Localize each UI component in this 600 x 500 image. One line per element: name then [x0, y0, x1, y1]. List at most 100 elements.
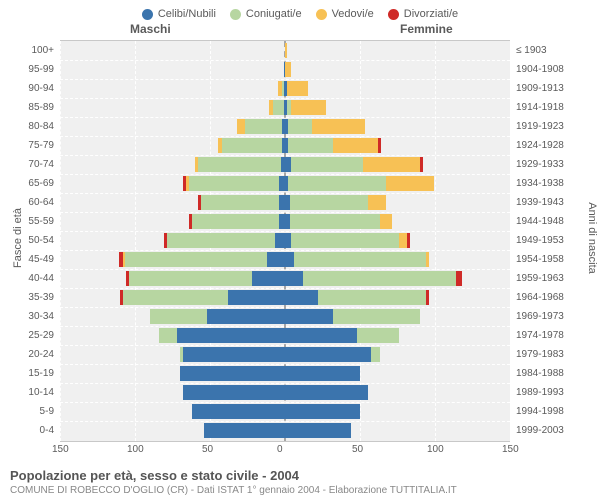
age-label: 80-84	[28, 122, 60, 132]
birth-year-label: 1994-1998	[510, 407, 564, 417]
bar-female	[285, 252, 429, 267]
birth-year-label: 1999-2003	[510, 426, 564, 436]
chart-title: Popolazione per età, sesso e stato civil…	[10, 468, 590, 483]
age-label: 0-4	[40, 426, 60, 436]
birth-year-label: 1919-1923	[510, 122, 564, 132]
age-label: 90-94	[28, 84, 60, 94]
bar-female	[285, 423, 351, 438]
bar-male	[159, 328, 285, 343]
birth-year-label: 1989-1993	[510, 388, 564, 398]
legend-swatch	[230, 9, 241, 20]
birth-year-label: 1954-1958	[510, 255, 564, 265]
bar-female	[285, 309, 420, 324]
bar-female	[285, 62, 291, 77]
bar-male	[126, 271, 285, 286]
bar-female	[285, 100, 326, 115]
bar-male	[192, 404, 285, 419]
chart-footer: Popolazione per età, sesso e stato civil…	[10, 468, 590, 496]
plot-area: 100+≤ 190395-991904-190890-941909-191385…	[60, 40, 510, 442]
age-label: 70-74	[28, 160, 60, 170]
legend-label: Celibi/Nubili	[158, 8, 216, 20]
bar-male	[120, 290, 285, 305]
bar-female	[285, 81, 308, 96]
birth-year-label: 1974-1978	[510, 331, 564, 341]
birth-year-label: 1934-1938	[510, 179, 564, 189]
age-label: 60-64	[28, 198, 60, 208]
bar-female	[285, 385, 368, 400]
bar-male	[183, 176, 285, 191]
age-label: 30-34	[28, 312, 60, 322]
legend-label: Divorziati/e	[404, 8, 458, 20]
legend-swatch	[316, 9, 327, 20]
bar-female	[285, 366, 360, 381]
age-label: 35-39	[28, 293, 60, 303]
bar-male	[198, 195, 285, 210]
chart-subtitle: COMUNE DI ROBECCO D'OGLIO (CR) - Dati IS…	[10, 485, 590, 496]
age-label: 75-79	[28, 141, 60, 151]
bar-female	[285, 404, 360, 419]
bar-male	[150, 309, 285, 324]
bar-male	[278, 81, 286, 96]
x-tick-label: 50	[202, 444, 213, 455]
x-tick-label: 100	[427, 444, 444, 455]
header-male: Maschi	[130, 22, 171, 36]
bar-male	[189, 214, 285, 229]
header-female: Femmine	[400, 22, 453, 36]
legend-item: Vedovi/e	[316, 8, 374, 20]
bar-male	[180, 347, 285, 362]
birth-year-label: 1949-1953	[510, 236, 564, 246]
age-label: 5-9	[40, 407, 60, 417]
bar-female	[285, 176, 434, 191]
age-label: 100+	[31, 46, 60, 56]
bar-male	[237, 119, 285, 134]
bar-female	[285, 290, 429, 305]
birth-year-label: 1964-1968	[510, 293, 564, 303]
age-label: 10-14	[28, 388, 60, 398]
age-label: 25-29	[28, 331, 60, 341]
birth-year-label: 1944-1948	[510, 217, 564, 227]
x-tick-label: 50	[352, 444, 363, 455]
bar-female	[285, 271, 462, 286]
birth-year-label: ≤ 1903	[510, 46, 547, 56]
birth-year-label: 1959-1963	[510, 274, 564, 284]
bar-male	[164, 233, 286, 248]
bar-male	[218, 138, 286, 153]
bar-male	[119, 252, 286, 267]
legend-item: Coniugati/e	[230, 8, 302, 20]
age-label: 40-44	[28, 274, 60, 284]
birth-year-label: 1909-1913	[510, 84, 564, 94]
age-label: 65-69	[28, 179, 60, 189]
x-tick-label: 0	[277, 444, 283, 455]
bar-female	[285, 138, 381, 153]
x-tick-label: 100	[127, 444, 144, 455]
age-label: 15-19	[28, 369, 60, 379]
bar-male	[183, 385, 285, 400]
birth-year-label: 1969-1973	[510, 312, 564, 322]
bar-female	[285, 347, 380, 362]
birth-year-label: 1984-1988	[510, 369, 564, 379]
y-axis-age-title: Fasce di età	[12, 208, 24, 268]
legend-swatch	[142, 9, 153, 20]
bar-male	[204, 423, 285, 438]
bar-male	[195, 157, 285, 172]
birth-year-label: 1939-1943	[510, 198, 564, 208]
legend-swatch	[388, 9, 399, 20]
birth-year-label: 1904-1908	[510, 65, 564, 75]
birth-year-label: 1979-1983	[510, 350, 564, 360]
bar-female	[285, 119, 365, 134]
bar-female	[285, 157, 423, 172]
x-tick-label: 150	[52, 444, 69, 455]
x-tick-label: 150	[502, 444, 519, 455]
bar-female	[285, 328, 399, 343]
legend-item: Celibi/Nubili	[142, 8, 216, 20]
birth-year-label: 1924-1928	[510, 141, 564, 151]
age-label: 50-54	[28, 236, 60, 246]
legend: Celibi/Nubili Coniugati/e Vedovi/e Divorzia…	[0, 0, 600, 22]
y-axis-birth-title: Anni di nascita	[586, 202, 598, 274]
legend-item: Divorziati/e	[388, 8, 458, 20]
bar-female	[285, 233, 410, 248]
legend-label: Vedovi/e	[332, 8, 374, 20]
age-label: 85-89	[28, 103, 60, 113]
bar-male	[180, 366, 285, 381]
age-label: 20-24	[28, 350, 60, 360]
